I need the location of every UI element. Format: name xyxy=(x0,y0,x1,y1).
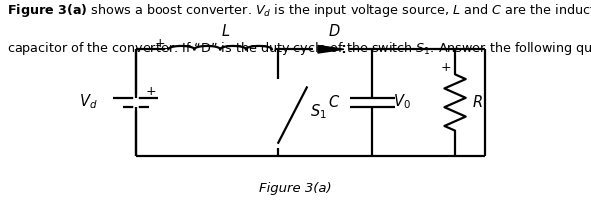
Text: +: + xyxy=(154,37,165,49)
Text: $L$: $L$ xyxy=(222,23,230,39)
Text: $\mathbf{Figure\ 3(a)}$ shows a boost converter. $V_d$ is the input voltage sour: $\mathbf{Figure\ 3(a)}$ shows a boost co… xyxy=(7,2,591,19)
Text: $V_0$: $V_0$ xyxy=(393,92,411,110)
Text: +: + xyxy=(441,61,452,73)
Text: $C$: $C$ xyxy=(327,93,340,109)
Text: +: + xyxy=(145,84,156,97)
Text: $S_1$: $S_1$ xyxy=(310,102,327,120)
Text: capacitor of the converter. If “D” is the duty cycle of the switch $S_1$. Answer: capacitor of the converter. If “D” is th… xyxy=(7,40,591,57)
Text: $R$: $R$ xyxy=(472,93,482,109)
Polygon shape xyxy=(318,46,344,54)
Text: $D$: $D$ xyxy=(327,23,340,39)
Text: $V_d$: $V_d$ xyxy=(79,92,98,110)
Text: Figure 3(a): Figure 3(a) xyxy=(259,181,332,194)
